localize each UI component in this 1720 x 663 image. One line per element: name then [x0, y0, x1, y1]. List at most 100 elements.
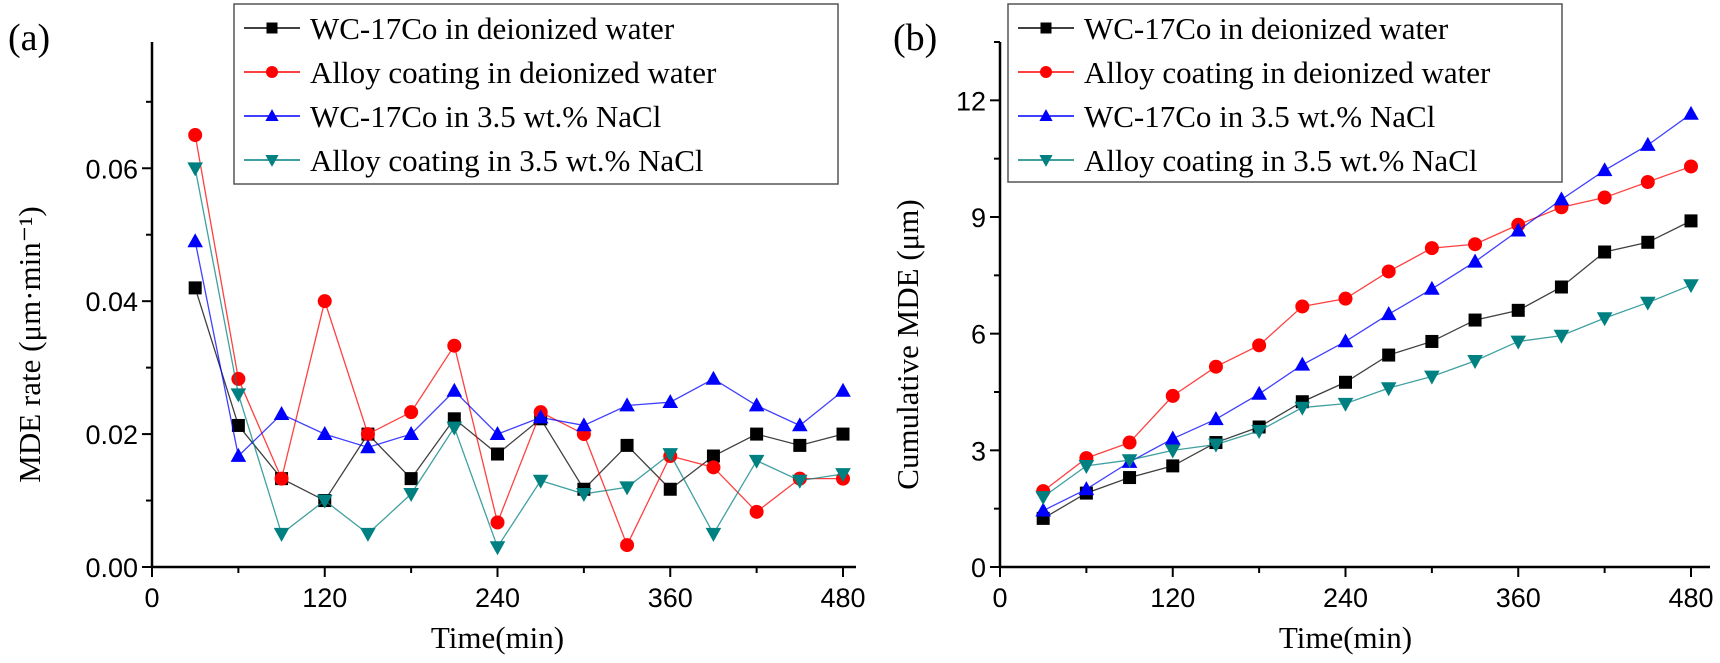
panel-label: (a): [8, 17, 50, 59]
data-point: [750, 427, 764, 441]
data-point: [1683, 279, 1699, 294]
data-point: [1467, 355, 1483, 370]
data-point: [1078, 460, 1095, 475]
data-point: [662, 394, 679, 409]
data-point: [188, 128, 203, 143]
legend-marker: [1040, 22, 1052, 34]
data-point: [662, 448, 679, 463]
y-tick-label: 12: [956, 86, 986, 116]
legend-label: WC-17Co in deionized water: [310, 11, 675, 46]
legend-label: WC-17Co in 3.5 wt.% NaCl: [310, 99, 661, 134]
data-point: [403, 425, 419, 440]
data-point: [706, 449, 720, 463]
data-point: [835, 382, 851, 397]
data-point: [748, 397, 765, 412]
data-point: [1337, 333, 1354, 348]
legend-label: Alloy coating in 3.5 wt.% NaCl: [310, 143, 703, 178]
data-point: [447, 338, 462, 353]
data-point: [1640, 136, 1656, 151]
series-2: [1036, 159, 1698, 499]
series-2: [188, 128, 850, 553]
series-line: [194, 287, 844, 502]
data-point: [1424, 241, 1439, 256]
data-point: [619, 481, 635, 496]
data-point: [1598, 245, 1612, 259]
data-point: [1553, 191, 1570, 206]
data-point: [576, 488, 592, 503]
data-point: [620, 438, 634, 452]
data-point: [792, 474, 808, 489]
data-point: [446, 382, 463, 397]
y-tick-label: 0.02: [85, 420, 138, 450]
legend-marker: [1039, 109, 1053, 121]
data-point: [489, 541, 506, 556]
x-tick-label: 480: [1668, 583, 1713, 613]
legend-marker: [265, 155, 279, 167]
data-point: [705, 527, 722, 542]
data-point: [1382, 348, 1396, 362]
data-point: [360, 427, 375, 442]
data-point: [360, 439, 376, 454]
x-tick-label: 360: [648, 583, 693, 613]
data-point: [619, 397, 635, 412]
data-point: [404, 405, 419, 420]
legend-label: Alloy coating in deionized water: [310, 55, 717, 90]
series-line: [194, 241, 844, 458]
series-4: [1035, 279, 1699, 506]
data-point: [1294, 401, 1311, 416]
data-point: [1597, 190, 1612, 205]
data-point: [1208, 411, 1224, 426]
series-1: [188, 281, 850, 508]
data-point: [1251, 425, 1267, 440]
x-tick-label: 360: [1496, 583, 1541, 613]
data-point: [1683, 105, 1699, 120]
data-point: [1510, 222, 1527, 237]
data-point: [1424, 370, 1440, 385]
data-point: [1122, 435, 1137, 450]
legend: WC-17Co in deionized water Alloy coating …: [233, 3, 839, 185]
x-axis-title: Time(min): [431, 620, 564, 655]
series-line: [1042, 113, 1692, 512]
data-point: [187, 162, 203, 177]
series-line: [1042, 284, 1692, 498]
data-point: [1468, 313, 1482, 327]
y-axis-title: Cumulative MDE (μm): [890, 199, 925, 489]
data-point: [187, 233, 203, 248]
data-point: [446, 421, 463, 436]
data-point: [1553, 329, 1570, 344]
panel-label: (b): [893, 17, 937, 59]
series-1: [1036, 214, 1698, 525]
data-point: [1424, 280, 1440, 295]
data-point: [1078, 481, 1095, 496]
data-point: [1468, 237, 1483, 252]
data-point: [1338, 291, 1353, 306]
data-point: [663, 482, 677, 496]
y-tick-label: 0: [971, 553, 986, 583]
series-line: [1042, 165, 1692, 492]
x-tick-label: 120: [1150, 583, 1195, 613]
x-tick-label: 120: [302, 583, 347, 613]
data-point: [230, 447, 247, 462]
legend-marker: [265, 109, 279, 121]
x-tick-label: 240: [1323, 583, 1368, 613]
data-point: [188, 281, 202, 295]
data-point: [1510, 335, 1527, 350]
data-point: [403, 488, 419, 503]
data-point: [1381, 264, 1396, 279]
data-point: [230, 388, 247, 403]
series-3: [187, 233, 851, 462]
data-point: [748, 454, 765, 469]
x-tick-label: 0: [144, 583, 159, 613]
series-line: [194, 168, 844, 549]
data-point: [360, 527, 376, 542]
data-point: [1035, 502, 1051, 517]
panel-b: 0 120 240 360 480 0 3 6 9 12 Time(min) Cumulative M…: [890, 3, 1714, 655]
data-point: [1596, 162, 1613, 177]
panel-a: 0 120 240 360 480 0.00 0.02 0.04 0.06 Time(min) MD…: [8, 3, 866, 655]
legend-label: Alloy coating in 3.5 wt.% NaCl: [1084, 143, 1477, 178]
y-tick-label: 0.04: [85, 287, 138, 317]
legend-label: Alloy coating in deionized water: [1084, 55, 1491, 90]
data-point: [1208, 438, 1224, 453]
data-point: [490, 515, 505, 530]
